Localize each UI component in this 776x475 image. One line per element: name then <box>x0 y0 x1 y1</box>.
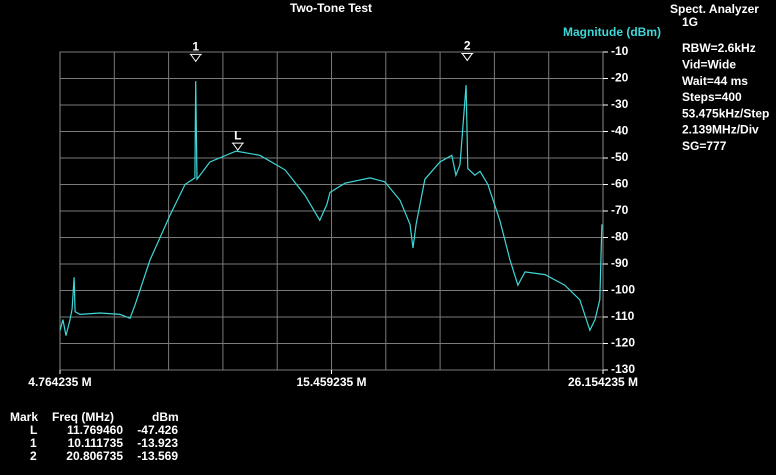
table-header: Freq (MHz) <box>52 410 114 424</box>
table-dbm: -47.426 <box>137 423 178 437</box>
table-header: dBm <box>152 410 179 424</box>
marker-label: L <box>234 128 241 142</box>
table-mark: 1 <box>30 436 37 450</box>
panel-text: SG=777 <box>682 139 727 153</box>
table-dbm: -13.569 <box>137 449 178 463</box>
trace <box>59 81 603 336</box>
marker-triangle <box>231 142 244 152</box>
table-freq: 11.769460 <box>67 423 123 437</box>
marker-label: 1 <box>192 40 199 54</box>
y-tick-label: -110 <box>611 309 635 323</box>
y-tick-label: -130 <box>611 362 635 376</box>
y-axis-label: Magnitude (dBm) <box>563 25 661 39</box>
panel-text: Vid=Wide <box>682 57 736 71</box>
y-tick-label: -40 <box>611 124 629 138</box>
y-tick-label: -30 <box>611 97 629 111</box>
marker-triangle <box>189 53 202 63</box>
panel-text: RBW=2.6kHz <box>682 41 756 55</box>
panel-text: Wait=44 ms <box>682 74 748 88</box>
table-freq: 10.111735 <box>68 436 124 450</box>
marker-label: 2 <box>464 39 471 53</box>
y-tick-label: -90 <box>611 256 629 270</box>
y-tick-label: -70 <box>611 203 629 217</box>
panel-text: 53.475kHz/Step <box>682 106 769 120</box>
x-tick-label: 26.154235 M <box>568 375 638 389</box>
table-mark: 2 <box>30 449 37 463</box>
y-tick-label: -80 <box>611 230 629 244</box>
x-tick-label: 4.764235 M <box>28 375 91 389</box>
y-tick-label: -120 <box>611 336 635 350</box>
table-dbm: -13.923 <box>137 436 178 450</box>
y-tick-label: -60 <box>611 177 629 191</box>
y-tick-label: -50 <box>611 150 629 164</box>
table-freq: 20.806735 <box>66 449 123 463</box>
y-tick-label: -100 <box>611 283 635 297</box>
table-mark: L <box>30 423 37 437</box>
panel-text: 1G <box>682 15 698 29</box>
y-tick-label: -20 <box>611 71 629 85</box>
panel-text: 2.139MHz/Div <box>682 123 759 137</box>
y-tick-label: -10 <box>611 44 629 58</box>
panel-text: Steps=400 <box>682 90 742 104</box>
marker-triangle <box>461 52 474 62</box>
panel-text: Spect. Analyzer <box>670 2 759 16</box>
chart-title: Two-Tone Test <box>290 1 372 15</box>
table-header: Mark <box>10 410 38 424</box>
x-tick-label: 15.459235 M <box>296 375 366 389</box>
